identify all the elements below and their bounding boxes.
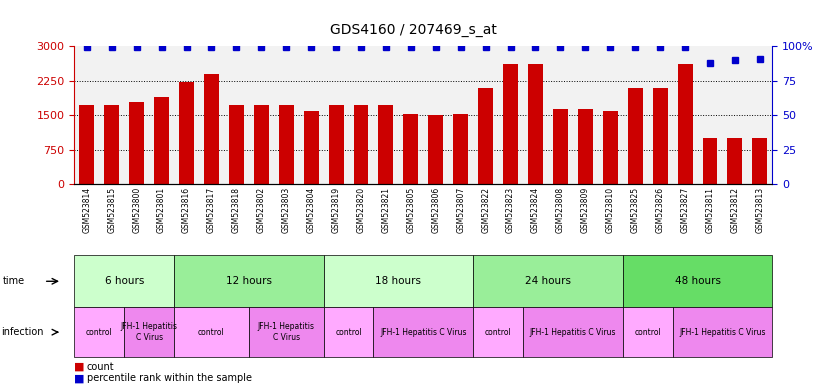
Text: infection: infection: [1, 327, 43, 337]
Bar: [478, 88, 493, 184]
Bar: [677, 64, 692, 184]
Text: 18 hours: 18 hours: [375, 276, 421, 286]
Bar: [304, 111, 319, 184]
Bar: [728, 138, 743, 184]
Text: control: control: [198, 328, 225, 337]
Bar: [129, 102, 145, 184]
Text: control: control: [335, 328, 362, 337]
Bar: [378, 105, 393, 184]
Text: percentile rank within the sample: percentile rank within the sample: [87, 373, 252, 383]
Bar: [254, 104, 268, 184]
Bar: [154, 97, 169, 184]
Text: time: time: [2, 276, 25, 286]
Bar: [278, 104, 294, 184]
Text: 24 hours: 24 hours: [525, 276, 571, 286]
Bar: [603, 111, 618, 184]
Bar: [752, 138, 767, 184]
Text: control: control: [86, 328, 112, 337]
Text: GDS4160 / 207469_s_at: GDS4160 / 207469_s_at: [330, 23, 496, 37]
Text: 12 hours: 12 hours: [225, 276, 272, 286]
Bar: [403, 114, 418, 184]
Text: 6 hours: 6 hours: [105, 276, 144, 286]
Text: JFH-1 Hepatitis
C Virus: JFH-1 Hepatitis C Virus: [258, 323, 315, 342]
Text: ■: ■: [74, 373, 85, 383]
Text: JFH-1 Hepatitis C Virus: JFH-1 Hepatitis C Virus: [679, 328, 766, 337]
Text: control: control: [634, 328, 661, 337]
Text: 48 hours: 48 hours: [675, 276, 720, 286]
Text: count: count: [87, 362, 114, 372]
Bar: [503, 64, 518, 184]
Bar: [104, 105, 119, 184]
Bar: [79, 105, 94, 184]
Text: JFH-1 Hepatitis C Virus: JFH-1 Hepatitis C Virus: [529, 328, 616, 337]
Text: JFH-1 Hepatitis C Virus: JFH-1 Hepatitis C Virus: [380, 328, 467, 337]
Text: ■: ■: [74, 362, 85, 372]
Bar: [229, 105, 244, 184]
Bar: [528, 64, 543, 184]
Bar: [179, 82, 194, 184]
Bar: [204, 74, 219, 184]
Text: control: control: [485, 328, 511, 337]
Bar: [329, 104, 344, 184]
Bar: [628, 88, 643, 184]
Text: JFH-1 Hepatitis
C Virus: JFH-1 Hepatitis C Virus: [121, 323, 178, 342]
Bar: [578, 109, 593, 184]
Bar: [354, 104, 368, 184]
Bar: [429, 115, 444, 184]
Bar: [653, 88, 667, 184]
Bar: [453, 114, 468, 184]
Bar: [702, 138, 718, 184]
Bar: [553, 109, 568, 184]
